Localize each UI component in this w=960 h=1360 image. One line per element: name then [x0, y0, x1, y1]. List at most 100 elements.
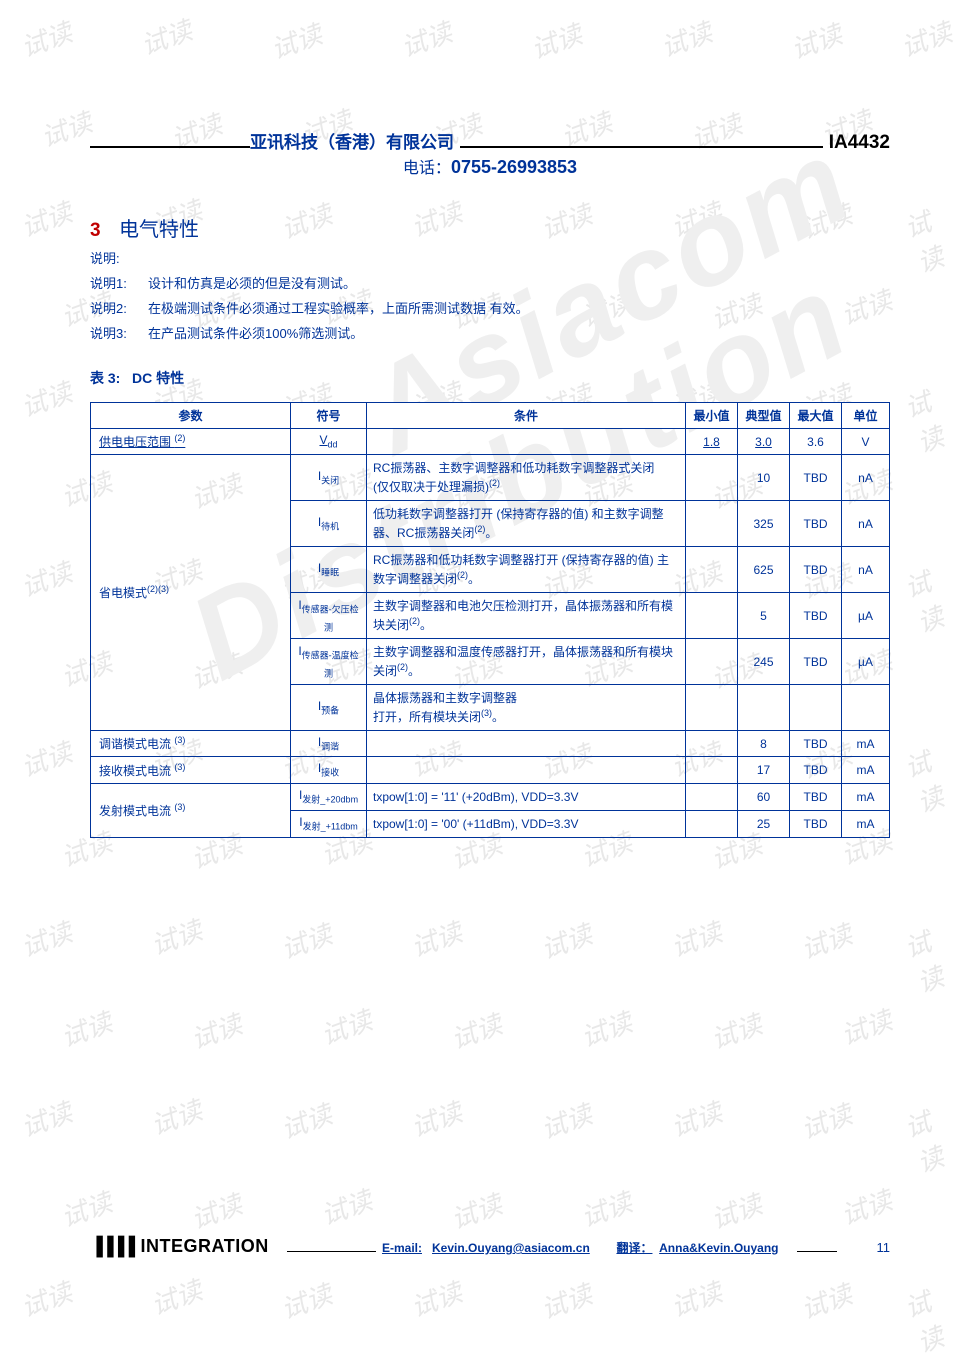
watermark: 试读 — [795, 1094, 857, 1147]
note-value: 在极端测试条件必须通过工程实验概率，上面所需测试数据 有效。 — [148, 298, 529, 317]
cell-min — [686, 783, 738, 810]
cell-min — [686, 810, 738, 837]
watermark: 试读 — [55, 1182, 117, 1235]
cell-typ: 3.0 — [738, 429, 790, 455]
watermark: 试读 — [705, 1004, 767, 1057]
footer-logo: ▐▐▐▐ INTEGRATION — [90, 1236, 269, 1257]
cell-unit: mA — [842, 810, 890, 837]
company-name: 亚讯科技（香港）有限公司 — [250, 128, 454, 153]
watermark: 试读 — [405, 1272, 467, 1325]
watermark: 试读 — [275, 914, 337, 967]
watermark: 试读 — [705, 1184, 767, 1237]
cell-typ: 17 — [738, 757, 790, 783]
note-value: 设计和仿真是必须的但是没有测试。 — [148, 273, 356, 292]
cell-typ: 25 — [738, 810, 790, 837]
cell-symbol: I预备 — [291, 685, 367, 731]
cell-max: TBD — [790, 757, 842, 783]
note-row: 说明1:设计和仿真是必须的但是没有测试。 — [90, 273, 890, 292]
cell-symbol: I睡眠 — [291, 547, 367, 593]
cell-typ: 10 — [738, 455, 790, 501]
cell-max: TBD — [790, 547, 842, 593]
column-header: 符号 — [291, 403, 367, 429]
cell-typ: 325 — [738, 501, 790, 547]
cell-unit: µA — [842, 639, 890, 685]
watermark: 试读 — [899, 914, 960, 1001]
table-row: 发射模式电流 (3)I发射_+20dbmtxpow[1:0] = '11' (+… — [91, 783, 890, 810]
cell-unit: nA — [842, 501, 890, 547]
cell-typ — [738, 685, 790, 731]
note-key: 说明3: — [90, 323, 148, 342]
cell-symbol: Vdd — [291, 429, 367, 455]
cell-unit: µA — [842, 593, 890, 639]
cell-typ: 245 — [738, 639, 790, 685]
header-phone: 电话：0755-26993853 — [90, 154, 890, 178]
notes-label: 说明: — [90, 248, 890, 267]
watermark: 试读 — [899, 1274, 960, 1360]
cell-typ: 5 — [738, 593, 790, 639]
cell-min — [686, 731, 738, 757]
cell-symbol: I待机 — [291, 501, 367, 547]
cell-param: 发射模式电流 (3) — [91, 783, 291, 837]
watermark: 试读 — [405, 1092, 467, 1145]
cell-condition: RC振荡器和低功耗数字调整器打开 (保持寄存器的值) 主数字调整器关闭(2)。 — [367, 547, 686, 593]
watermark: 试读 — [55, 1002, 117, 1055]
watermark: 试读 — [145, 910, 207, 963]
footer-contact: E-mail: Kevin.Ouyang@asiacom.cn 翻译： Anna… — [382, 1239, 779, 1256]
column-header: 典型值 — [738, 403, 790, 429]
cell-min — [686, 593, 738, 639]
part-number: IA4432 — [829, 132, 890, 154]
watermark: 试读 — [275, 1274, 337, 1327]
cell-symbol: I关闭 — [291, 455, 367, 501]
column-header: 条件 — [367, 403, 686, 429]
header-line: 亚讯科技（香港）有限公司 IA4432 — [90, 128, 890, 154]
cell-condition: txpow[1:0] = '11' (+20dBm), VDD=3.3V — [367, 783, 686, 810]
cell-max: TBD — [790, 810, 842, 837]
table-row: 调谐模式电流 (3)I调谐8TBDmA — [91, 731, 890, 757]
cell-min — [686, 455, 738, 501]
cell-condition — [367, 429, 686, 455]
watermark: 试读 — [665, 1272, 727, 1325]
watermark: 试读 — [535, 1274, 597, 1327]
watermark: 试读 — [275, 1094, 337, 1147]
watermark: 试读 — [145, 1270, 207, 1323]
watermark: 试读 — [315, 1000, 377, 1053]
watermark: 试读 — [665, 1092, 727, 1145]
watermark: 试读 — [665, 912, 727, 965]
watermark: 试读 — [535, 1094, 597, 1147]
cell-max: TBD — [790, 593, 842, 639]
cell-min: 1.8 — [686, 429, 738, 455]
cell-min — [686, 757, 738, 783]
watermark: 试读 — [185, 1004, 247, 1057]
note-row: 说明3:在产品测试条件必须100%筛选测试。 — [90, 323, 890, 342]
column-header: 单位 — [842, 403, 890, 429]
cell-max: TBD — [790, 731, 842, 757]
watermark: 试读 — [575, 1182, 637, 1235]
watermark: 试读 — [899, 1094, 960, 1181]
watermark: 试读 — [185, 1184, 247, 1237]
cell-unit: mA — [842, 731, 890, 757]
cell-min — [686, 547, 738, 593]
watermark: 试读 — [835, 1000, 897, 1053]
table-caption: 表 3: DC 特性 — [90, 368, 890, 388]
column-header: 最大值 — [790, 403, 842, 429]
cell-param: 接收模式电流 (3) — [91, 757, 291, 783]
cell-condition: 主数字调整器和温度传感器打开，晶体振荡器和所有模块关闭(2)。 — [367, 639, 686, 685]
cell-param: 省电模式(2)(3) — [91, 455, 291, 731]
watermark: 试读 — [445, 1184, 507, 1237]
cell-condition: RC振荡器、主数字调整器和低功耗数字调整器式关闭(仅仅取决于处理漏损)(2) — [367, 455, 686, 501]
cell-min — [686, 501, 738, 547]
cell-max: TBD — [790, 783, 842, 810]
table-row: 省电模式(2)(3)I关闭RC振荡器、主数字调整器和低功耗数字调整器式关闭(仅仅… — [91, 455, 890, 501]
cell-max — [790, 685, 842, 731]
section-title: 电气特性 — [119, 213, 199, 242]
watermark: 试读 — [795, 1274, 857, 1327]
dc-characteristics-table: 参数符号条件最小值典型值最大值单位 供电电压范围 (2)Vdd1.83.03.6… — [90, 402, 890, 838]
watermark: 试读 — [795, 914, 857, 967]
watermark: 试读 — [145, 1090, 207, 1143]
table-row: 供电电压范围 (2)Vdd1.83.03.6V — [91, 429, 890, 455]
watermark: 试读 — [405, 912, 467, 965]
column-header: 参数 — [91, 403, 291, 429]
cell-param: 供电电压范围 (2) — [91, 429, 291, 455]
note-row: 说明2:在极端测试条件必须通过工程实验概率，上面所需测试数据 有效。 — [90, 298, 890, 317]
page-content: 亚讯科技（香港）有限公司 IA4432 电话：0755-26993853 3 电… — [0, 0, 960, 838]
